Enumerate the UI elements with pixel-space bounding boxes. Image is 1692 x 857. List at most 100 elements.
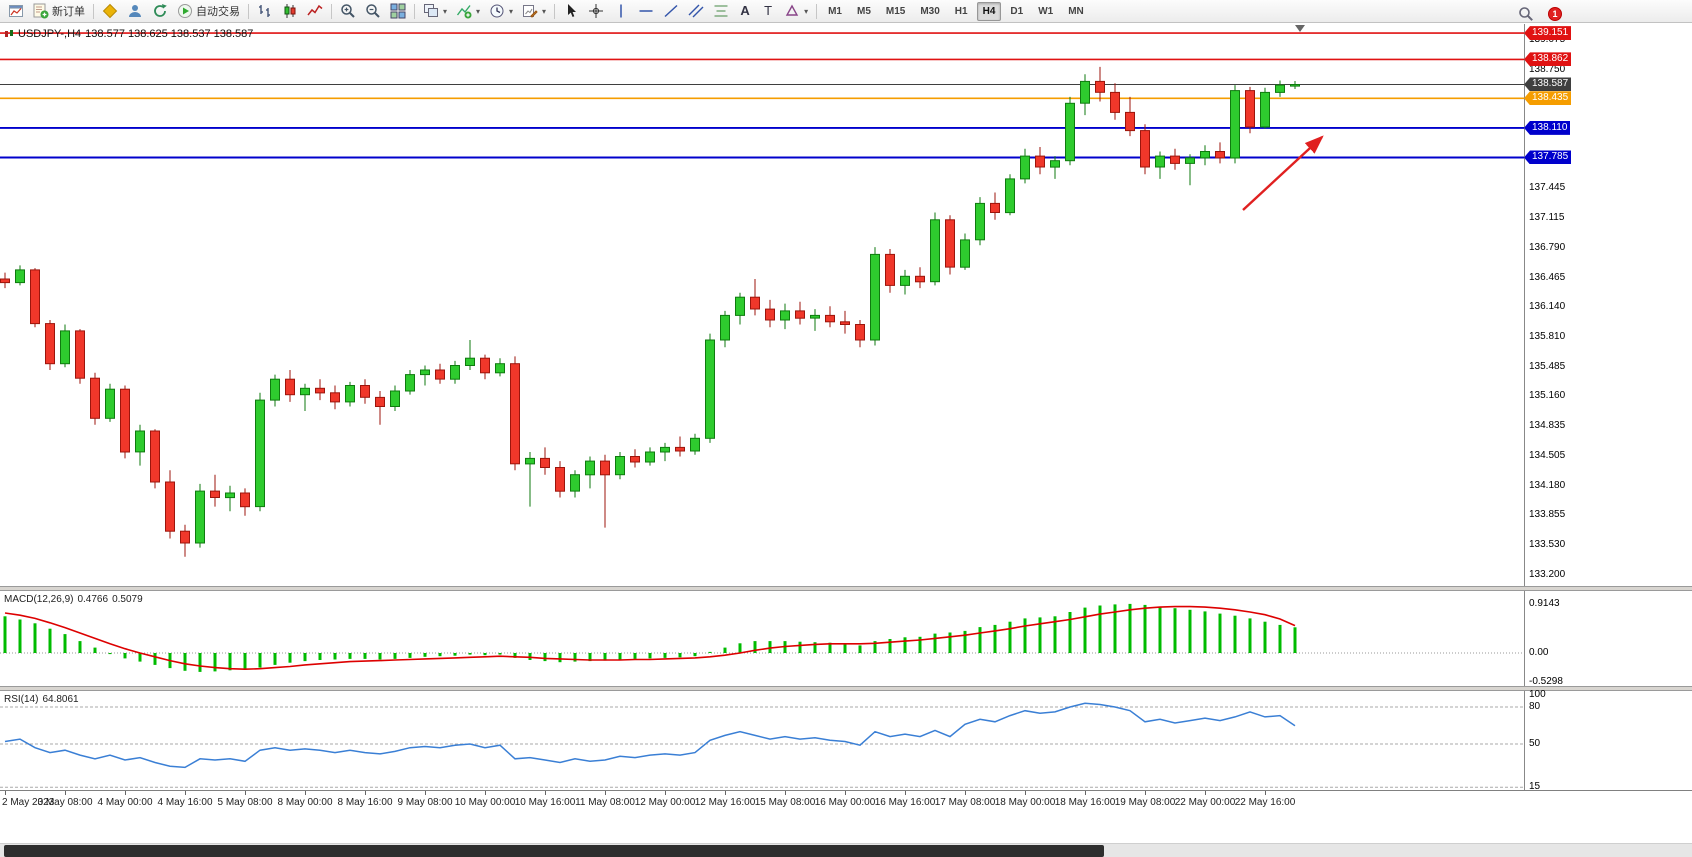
label-tool-icon: T xyxy=(764,3,773,18)
dropdown-arrow-icon: ▾ xyxy=(476,6,481,16)
time-axis-tick xyxy=(845,791,846,795)
chart-shift-marker[interactable] xyxy=(1295,25,1305,32)
shapes-tool-button[interactable]: ▾ xyxy=(780,1,812,21)
dropdown-arrow-icon: ▾ xyxy=(804,6,809,16)
profile-button[interactable] xyxy=(123,1,147,21)
time-axis-label: 22 May 16:00 xyxy=(1234,797,1296,808)
text-tool-button[interactable]: A xyxy=(734,1,756,21)
rsi-label: RSI(14) 64.8061 xyxy=(4,694,79,705)
time-axis-tick xyxy=(665,791,666,795)
time-axis-label: 4 May 16:00 xyxy=(157,797,213,808)
indicators-button[interactable]: ▾ xyxy=(452,1,484,21)
search-button[interactable] xyxy=(1514,4,1538,24)
new-chart-icon xyxy=(9,5,23,17)
price-level-badge: 138.435 xyxy=(1524,91,1572,106)
zoom-in-button[interactable] xyxy=(336,1,360,21)
zoom-out-button[interactable] xyxy=(361,1,385,21)
rsi-panel[interactable] xyxy=(0,691,1692,790)
macd-canvas[interactable] xyxy=(0,591,1692,686)
notification-badge[interactable]: 1 xyxy=(1548,7,1562,21)
rsi-axis-label: 100 xyxy=(1529,689,1546,700)
time-axis-label: 11 May 08:00 xyxy=(575,797,635,808)
time-axis-label: 8 May 00:00 xyxy=(277,797,333,808)
line-chart-type-button[interactable] xyxy=(303,1,327,21)
fibonacci-tool-button[interactable] xyxy=(709,1,733,21)
price-chart-panel[interactable] xyxy=(0,24,1692,586)
trendline-icon xyxy=(664,4,678,18)
timeframe-w1-button[interactable]: W1 xyxy=(1038,5,1054,17)
time-axis-tick xyxy=(1085,791,1086,795)
time-axis-tick xyxy=(725,791,726,795)
periods-button[interactable]: ▾ xyxy=(485,1,517,21)
timeframe-d1-button[interactable]: D1 xyxy=(1010,5,1024,17)
metaeditor-button[interactable] xyxy=(98,1,122,21)
time-axis-label: 5 May 08:00 xyxy=(217,797,273,808)
panel-separator[interactable] xyxy=(0,686,1692,691)
rsi-axis-label: 80 xyxy=(1529,701,1541,712)
time-axis-tick xyxy=(5,791,6,795)
arrange-windows-button[interactable]: ▾ xyxy=(419,1,451,21)
horizontal-line-tool-button[interactable] xyxy=(634,1,658,21)
label-tool-button[interactable]: T xyxy=(757,1,779,21)
autotrading-icon xyxy=(178,4,192,18)
refresh-icon xyxy=(154,4,167,17)
text-tool-icon: A xyxy=(740,3,750,18)
main-toolbar: 新订单 自动交易 ▾ ▾ ▾ ▾ A T ▾ M1 M5 M15 M30 H xyxy=(0,0,1692,23)
crosshair-icon xyxy=(589,4,604,18)
panel-separator[interactable] xyxy=(0,586,1692,591)
candlestick-chart-type-button[interactable] xyxy=(278,1,302,21)
time-axis-label: 12 May 00:00 xyxy=(634,797,696,808)
toolbar-separator xyxy=(93,3,94,19)
arrange-windows-icon xyxy=(424,4,438,17)
rsi-canvas[interactable] xyxy=(0,691,1692,790)
time-axis-label: 3 May 08:00 xyxy=(37,797,93,808)
shapes-icon xyxy=(785,4,799,16)
trendline-tool-button[interactable] xyxy=(659,1,683,21)
timeframe-h1-button[interactable]: H1 xyxy=(954,5,968,17)
new-chart-button[interactable] xyxy=(4,1,28,21)
price-chart-canvas[interactable] xyxy=(0,24,1692,586)
time-axis-label: 16 May 00:00 xyxy=(814,797,876,808)
macd-axis-label: 0.00 xyxy=(1529,647,1549,658)
tile-windows-icon xyxy=(390,3,406,19)
rsi-name: RSI(14) xyxy=(4,694,39,705)
time-axis-label: 9 May 08:00 xyxy=(397,797,453,808)
vertical-line-icon xyxy=(620,4,622,18)
horizontal-scrollbar[interactable] xyxy=(0,843,1692,857)
timeframe-m1-button[interactable]: M1 xyxy=(828,5,842,17)
time-axis-label: 12 May 16:00 xyxy=(694,797,756,808)
crosshair-button[interactable] xyxy=(584,1,608,21)
scrollbar-thumb[interactable] xyxy=(4,845,1104,857)
symbol-period-label: USDJPY-,H4 xyxy=(18,28,82,40)
cursor-button[interactable] xyxy=(559,1,583,21)
time-axis-label: 8 May 16:00 xyxy=(337,797,393,808)
timeframe-mn-button[interactable]: MN xyxy=(1068,5,1084,17)
new-order-button[interactable]: 新订单 xyxy=(29,1,89,21)
time-axis[interactable]: 2 May 2023 3 May 08:00 4 May 00:00 4 May 16… xyxy=(0,790,1692,812)
timeframe-m30-button[interactable]: M30 xyxy=(920,5,940,17)
timeframe-m15-button[interactable]: M15 xyxy=(885,5,906,17)
channel-tool-button[interactable] xyxy=(684,1,708,21)
bar-chart-type-button[interactable] xyxy=(253,1,277,21)
dropdown-arrow-icon: ▾ xyxy=(542,6,547,16)
rsi-axis-label: 50 xyxy=(1529,738,1541,749)
vertical-line-tool-button[interactable] xyxy=(609,1,633,21)
time-axis-label: 18 May 00:00 xyxy=(994,797,1056,808)
price-axis-label: 135.485 xyxy=(1529,360,1566,372)
candlestick-chart-type-icon xyxy=(284,4,296,18)
time-axis-label: 17 May 08:00 xyxy=(934,797,996,808)
line-chart-type-icon xyxy=(307,4,323,16)
price-axis-label: 136.465 xyxy=(1529,271,1566,283)
toolbar-separator xyxy=(331,3,332,19)
autotrading-button[interactable]: 自动交易 xyxy=(173,1,244,21)
macd-panel[interactable] xyxy=(0,591,1692,686)
price-level-badge: 138.110 xyxy=(1524,120,1571,135)
rsi-axis-label: 15 xyxy=(1529,781,1541,793)
timeframe-m5-button[interactable]: M5 xyxy=(856,5,871,17)
refresh-button[interactable] xyxy=(148,1,172,21)
time-axis-label: 19 May 08:00 xyxy=(1114,797,1176,808)
tile-windows-button[interactable] xyxy=(386,1,410,21)
timeframe-h4-button[interactable]: H4 xyxy=(976,1,1002,21)
templates-button[interactable]: ▾ xyxy=(518,1,550,21)
time-axis-tick xyxy=(1025,791,1026,795)
